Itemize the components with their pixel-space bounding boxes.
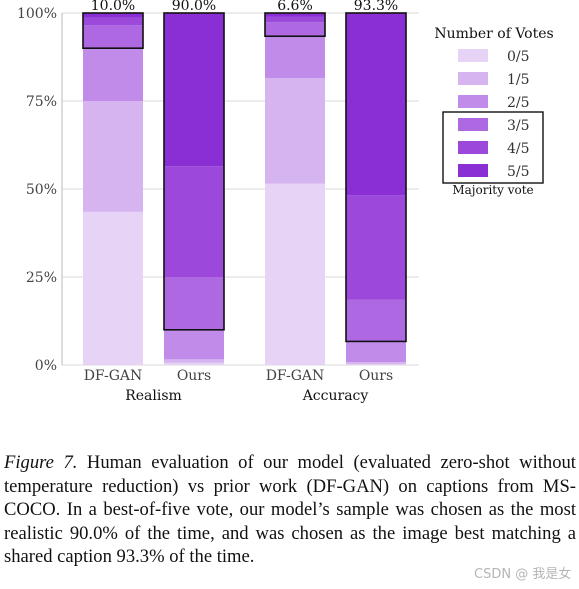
bar-segment-3-of-5 xyxy=(164,277,224,330)
legend-title: Number of Votes xyxy=(434,26,553,42)
y-tick-label: 50% xyxy=(26,182,57,198)
y-tick-label: 0% xyxy=(35,358,57,374)
bar-segment-3-of-5 xyxy=(265,22,325,37)
bar-segment-2-of-5 xyxy=(265,36,325,79)
x-tick-label: Ours xyxy=(359,368,393,384)
bar-segment-5-of-5 xyxy=(346,13,406,196)
legend-swatch xyxy=(458,164,488,177)
legend-label: 5/5 xyxy=(507,164,530,180)
bar-segment-3-of-5 xyxy=(346,299,406,342)
y-tick-label: 25% xyxy=(26,270,57,286)
majority-outline xyxy=(163,12,225,331)
bar-segment-4-of-5 xyxy=(346,195,406,300)
caption-label: Figure 7. xyxy=(4,452,78,473)
legend-label: 3/5 xyxy=(507,118,530,134)
bar-segment-0-of-5 xyxy=(265,183,325,365)
bar-segment-5-of-5 xyxy=(164,13,224,167)
group-label: Realism xyxy=(125,388,182,404)
majority-outline xyxy=(264,12,326,38)
stacked-bar-chart: 0% 25% 50% 75% 100% 10.0% DF-GAN 90.0% Ours Reali… xyxy=(17,0,554,404)
legend-swatch xyxy=(458,141,488,154)
x-tick-label: DF-GAN xyxy=(266,368,325,384)
legend-swatch xyxy=(458,72,488,85)
group-label: Accuracy xyxy=(302,388,369,404)
bar-segment-1-of-5 xyxy=(83,101,143,212)
legend-swatch xyxy=(458,95,488,108)
y-tick-label: 100% xyxy=(17,6,57,22)
watermark: CSDN @ 我是女 xyxy=(474,567,572,582)
bar-segment-4-of-5 xyxy=(164,166,224,277)
bar-segment-4-of-5 xyxy=(83,17,143,26)
legend-majority-label: Majority vote xyxy=(452,183,533,197)
bar-segment-5-of-5 xyxy=(83,13,143,18)
legend-label: 0/5 xyxy=(507,49,530,65)
bar-segment-1-of-5 xyxy=(265,78,325,184)
bar-segment-1-of-5 xyxy=(164,359,224,363)
bar-segment-0-of-5 xyxy=(83,211,143,365)
x-tick-label: Ours xyxy=(177,368,211,384)
legend-label: 1/5 xyxy=(507,72,530,88)
bar-segment-1-of-5 xyxy=(346,362,406,365)
legend-majority-box xyxy=(442,111,544,184)
x-tick-label: DF-GAN xyxy=(84,368,143,384)
bar-segment-0-of-5 xyxy=(164,362,224,365)
majority-outline xyxy=(345,12,407,343)
bar-annotation: 90.0% xyxy=(172,0,216,14)
caption-text: Human evaluation of our model (evaluated… xyxy=(4,452,576,568)
bar-segment-0-of-5 xyxy=(346,364,406,365)
bar-annotation: 93.3% xyxy=(354,0,398,14)
bar-segment-3-of-5 xyxy=(83,25,143,49)
majority-outline xyxy=(82,12,144,50)
bar-annotation: 10.0% xyxy=(91,0,135,14)
bar-segment-2-of-5 xyxy=(83,48,143,101)
legend-label: 2/5 xyxy=(507,95,530,111)
figure-caption: Figure 7. Human evaluation of our model … xyxy=(4,451,576,569)
bar-segment-4-of-5 xyxy=(265,16,325,23)
bar-segment-5-of-5 xyxy=(265,13,325,17)
legend-swatch xyxy=(458,118,488,131)
bar-segment-2-of-5 xyxy=(346,341,406,363)
bar-segment-2-of-5 xyxy=(164,329,224,360)
legend-swatch xyxy=(458,49,488,62)
y-tick-label: 75% xyxy=(26,94,57,110)
bar-annotation: 6.6% xyxy=(277,0,313,14)
legend-label: 4/5 xyxy=(507,141,530,157)
